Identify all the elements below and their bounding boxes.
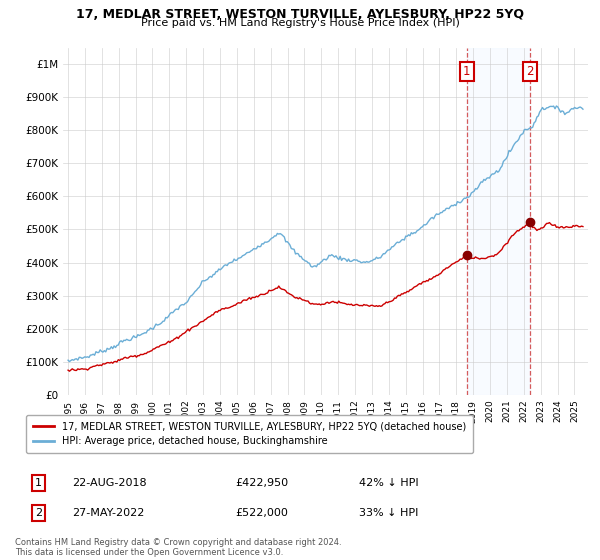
- Text: 27-MAY-2022: 27-MAY-2022: [72, 507, 144, 517]
- Text: £522,000: £522,000: [235, 507, 288, 517]
- Text: 1: 1: [35, 478, 42, 488]
- Bar: [467, 48, 530, 395]
- Text: 33% ↓ HPI: 33% ↓ HPI: [359, 507, 419, 517]
- Text: 22-AUG-2018: 22-AUG-2018: [72, 478, 146, 488]
- Text: £422,950: £422,950: [235, 478, 289, 488]
- Text: Price paid vs. HM Land Registry's House Price Index (HPI): Price paid vs. HM Land Registry's House …: [140, 18, 460, 28]
- Text: 2: 2: [526, 66, 534, 78]
- Text: 42% ↓ HPI: 42% ↓ HPI: [359, 478, 419, 488]
- Legend: 17, MEDLAR STREET, WESTON TURVILLE, AYLESBURY, HP22 5YQ (detached house), HPI: A: 17, MEDLAR STREET, WESTON TURVILLE, AYLE…: [26, 415, 473, 453]
- Text: Contains HM Land Registry data © Crown copyright and database right 2024.
This d: Contains HM Land Registry data © Crown c…: [15, 538, 341, 557]
- Text: 2: 2: [35, 507, 42, 517]
- Text: 1: 1: [463, 66, 470, 78]
- Text: 17, MEDLAR STREET, WESTON TURVILLE, AYLESBURY, HP22 5YQ: 17, MEDLAR STREET, WESTON TURVILLE, AYLE…: [76, 8, 524, 21]
